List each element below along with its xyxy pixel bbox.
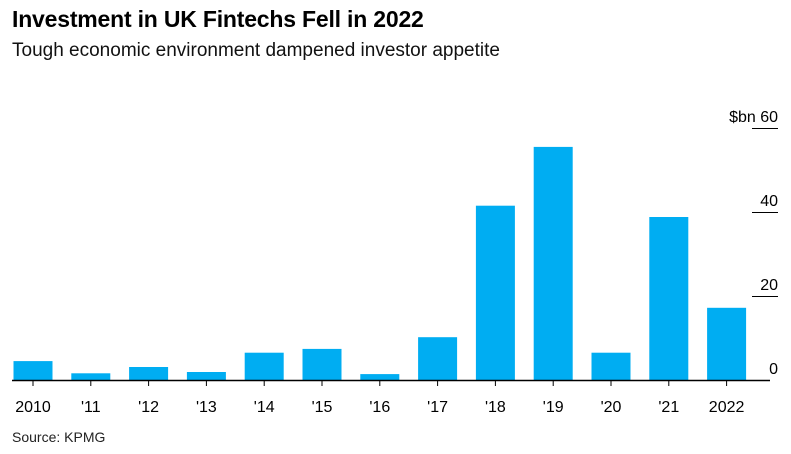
x-tick-label: '19: [543, 399, 564, 416]
bar: [533, 146, 573, 380]
bar: [129, 367, 169, 380]
y-tick-label: 20: [760, 277, 778, 294]
x-tick-label: '14: [254, 399, 275, 416]
bar: [475, 205, 515, 380]
x-tick-label: '13: [196, 399, 217, 416]
y-axis: 0 20 40 $bn 60: [729, 109, 778, 378]
bar: [244, 352, 284, 380]
chart-subtitle: Tough economic environment dampened inve…: [12, 40, 500, 61]
bar: [13, 361, 53, 380]
x-tick-label: '15: [312, 399, 333, 416]
bar: [186, 372, 226, 380]
y-tick-label: 0: [769, 361, 778, 378]
source-note: Source: KPMG: [12, 429, 106, 445]
bar: [360, 374, 400, 380]
x-tick-label: '21: [658, 399, 679, 416]
y-tick-label: 40: [760, 193, 778, 210]
bar: [418, 337, 458, 380]
bar: [707, 307, 747, 380]
bar: [71, 373, 111, 380]
x-tick-label: '20: [601, 399, 622, 416]
bar: [591, 352, 631, 380]
x-tick-label: '16: [369, 399, 390, 416]
x-tick-label: '12: [138, 399, 159, 416]
bar: [649, 217, 689, 380]
x-tick-label: '11: [81, 399, 101, 416]
bar: [302, 348, 342, 380]
x-tick-label: 2010: [15, 399, 51, 416]
x-axis: 2010 '11 '12 '13 '14 '15 '16 '17 '18 '19 '20 '21 202…: [15, 380, 744, 416]
chart-title: Investment in UK Fintechs Fell in 2022: [12, 6, 424, 32]
x-tick-label: '17: [427, 399, 448, 416]
bars-group: [13, 146, 747, 380]
x-tick-label: '18: [485, 399, 506, 416]
y-tick-label: $bn 60: [729, 109, 778, 126]
x-tick-label: 2022: [709, 399, 745, 416]
